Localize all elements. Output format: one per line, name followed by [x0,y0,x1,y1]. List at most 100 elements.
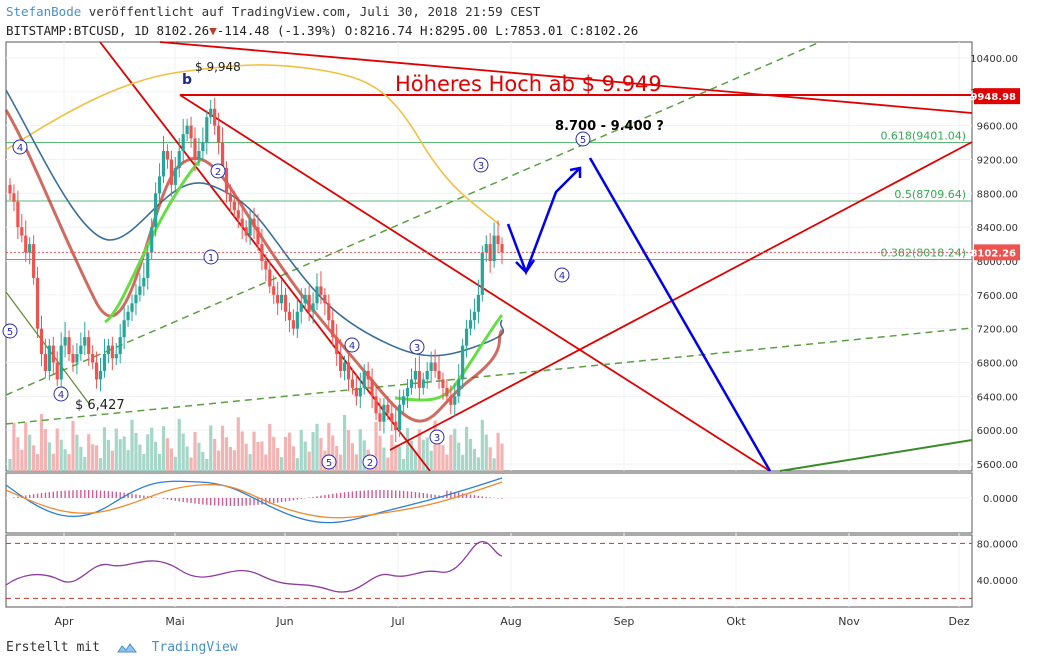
candle-body [378,413,382,422]
volume-bar [441,445,445,471]
volume-bar [126,449,130,471]
candle-body [28,244,32,253]
author-name[interactable]: StefanBode [6,4,82,19]
candle-body [425,370,429,380]
price-tick-label: 6800.00 [977,359,1018,370]
volume-bar [130,419,134,471]
ohlc-legend: BITSTAMP:BTCUSD, 1D 8102.26▼-114.48 (-1.… [6,23,638,38]
volume-bar [39,413,44,471]
open-value: O:8216.74 [344,23,413,38]
volume-bar [484,434,488,471]
upper-channel-dashed [5,41,821,396]
volume-bar [264,454,268,471]
volume-bar [346,429,351,471]
volume-bar [252,431,256,471]
volume-bar [63,449,67,471]
tradingview-brand[interactable]: TradingView [151,640,238,655]
price-tick-label: 6400.00 [977,392,1018,403]
lower-channel-dashed [5,327,973,425]
volume-bar [386,457,390,471]
volume-bar [461,454,465,471]
candle-body [189,125,193,139]
volume-bar [55,428,59,471]
candle-body [327,303,331,321]
candle-body [283,294,288,312]
projection-arrows [506,157,772,472]
candle-body [457,379,461,397]
volume-bar [500,443,504,471]
candle-body [248,218,252,236]
volume-bar [362,440,366,471]
volume-bar [299,429,303,471]
low-value: L:7853.01 [495,23,563,38]
volume-bar [472,449,477,471]
candle-body [386,404,390,414]
candle-body [398,404,402,431]
candle-body [232,201,236,211]
symbol-label[interactable]: BITSTAMP:BTCUSD, 1D [6,23,149,38]
volume-bar [47,442,51,471]
volume-bar [256,441,260,471]
tradingview-logo-icon[interactable] [116,641,138,655]
volume-bar [272,436,276,471]
volume-bar [433,420,437,471]
wave-label: 3 [414,343,420,354]
rsi-tick-label: 80.0000 [977,539,1018,550]
candle-body [20,227,24,236]
candle-body [134,294,138,304]
volume-bar [35,454,40,471]
volume-bar [94,445,99,471]
candle-body [272,286,276,295]
volume-bar [32,445,36,471]
wave-label-circle [321,454,337,470]
fib-levels: 0.618(9401.04) 0.5(8709.64) 0.382(8018.24) [6,129,972,260]
volume-bar [240,431,244,471]
volume-bar [181,433,185,471]
wave-b-label: b [182,72,192,88]
volume-bar [224,437,229,471]
volume-bar [394,444,398,471]
candle-body [500,244,504,253]
macd-tick-label: 0.0000 [983,494,1018,505]
arrowhead-icon [569,166,582,178]
candle-body [98,370,103,380]
candle-body [421,379,425,388]
rsi-pane: 80.0000 40.0000 [5,539,1018,599]
candle-body [79,345,83,355]
wave-label: 4 [17,143,23,154]
volume-bar [480,419,484,471]
volume-bar [303,441,307,471]
volume-bar [445,454,449,471]
volume-bar [248,454,252,471]
candle-body [299,303,303,312]
volume-bar [382,447,386,471]
price-tag-box [974,88,1020,105]
volume-bar [402,459,406,471]
candle-body [228,193,233,202]
price-tag-label: 8102.26 [970,248,1016,259]
candle-body [402,396,406,405]
candle-body [12,193,16,202]
candle-body [24,235,28,253]
volume-bar [315,423,319,471]
volume-bar [8,459,12,471]
volume-bar [236,417,240,471]
macd-signal-line [5,481,503,519]
candle-body [472,311,477,321]
volume-bar [118,439,122,471]
candle-body [433,362,437,371]
volume-bar [154,441,158,471]
candle-body [169,159,173,185]
wave-label-circle [203,249,219,265]
volume-bar [217,450,221,471]
candle-body [417,370,421,388]
candle-body [161,151,166,177]
candle-body [264,261,268,270]
wave-labels: Höheres Hoch ab $ 9.949 8.700 - 9.400 ? $ … [2,60,664,470]
candle-body [437,370,441,380]
candle-body [354,387,358,397]
time-tick-label: Jul [390,615,404,628]
price-axis: 10400.0010000.009600.009200.008800.00840… [970,54,1020,471]
candle-body [181,134,185,152]
